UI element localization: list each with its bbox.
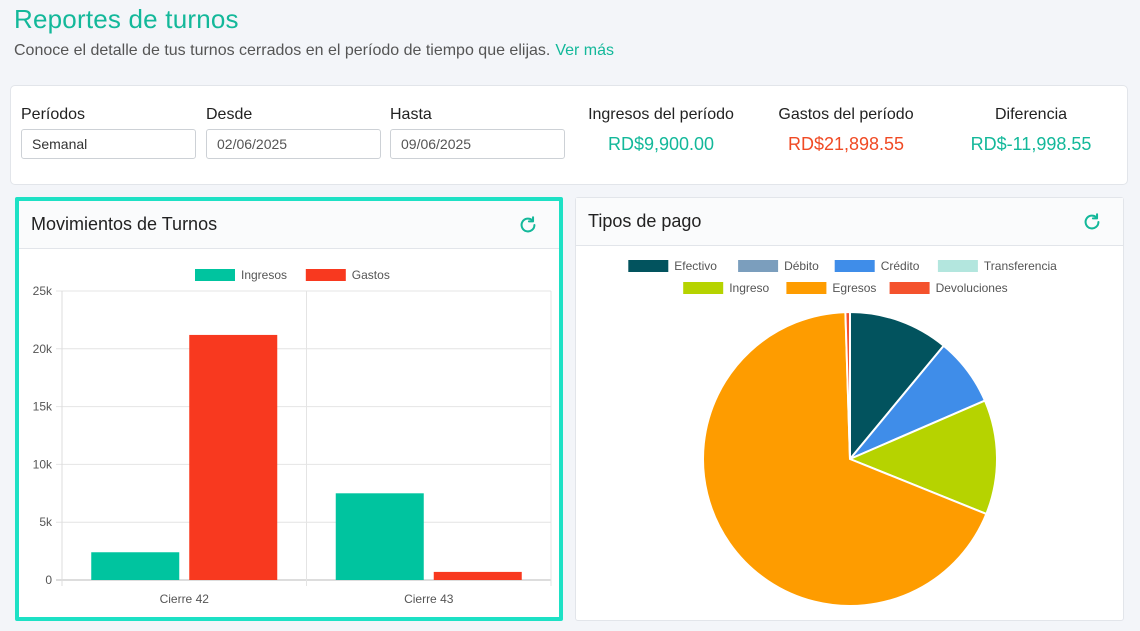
legend-swatch-crédito[interactable]	[834, 260, 875, 272]
page-title: Reportes de turnos	[14, 4, 239, 34]
x-tick-label: Cierre 42	[160, 592, 210, 606]
expense-label: Gastos del período	[778, 106, 914, 123]
legend-label-débito[interactable]: Débito	[784, 259, 819, 273]
period-field: Períodos Semanal	[21, 106, 196, 159]
movements-card-header: Movimientos de Turnos	[19, 201, 559, 249]
y-tick-label: 10k	[33, 457, 53, 471]
expense-value: RD$21,898.55	[787, 134, 905, 154]
legend-swatch-débito[interactable]	[738, 260, 779, 272]
pie-slice-ingreso[interactable]	[847, 399, 998, 516]
bar-ingresos-2[interactable]	[335, 493, 424, 580]
from-date-field: Desde 02/06/2025	[206, 106, 381, 159]
movements-card-title: Movimientos de Turnos	[31, 214, 218, 234]
legend-swatch-devoluciones[interactable]	[889, 282, 930, 294]
to-date-field: Hasta 09/06/2025	[390, 106, 565, 159]
y-tick-label: 15k	[33, 400, 53, 414]
legend-label-gastos[interactable]: Gastos	[352, 268, 390, 282]
x-tick-label: Cierre 43	[404, 592, 454, 606]
see-more-link[interactable]: Ver más	[555, 42, 615, 59]
refresh-icon[interactable]	[517, 214, 539, 236]
from-date-label: Desde	[206, 106, 253, 123]
income-label: Ingresos del período	[588, 106, 734, 123]
difference-stat: Diferencia RD$-11,998.55	[961, 106, 1101, 155]
movements-bar-chart: Ingresos Gastos 0 5k 10k 15k 20k 25k Cierre 42…	[33, 268, 552, 606]
y-tick-label: 0	[45, 573, 52, 587]
to-date-label: Hasta	[390, 106, 432, 123]
legend-swatch-efectivo[interactable]	[628, 260, 669, 272]
bar-ingresos-1[interactable]	[91, 552, 180, 580]
pie-chart-slices	[702, 310, 998, 607]
pie-slice-efectivo[interactable]	[849, 310, 946, 462]
movements-card: Movimientos de Turnos Ingresos Gastos 0 5k…	[15, 197, 563, 621]
refresh-icon[interactable]	[1081, 211, 1103, 233]
pie-chart-legend: Efectivo Débito Crédito Transferencia Ingres…	[628, 259, 1057, 295]
income-stat: Ingresos del período RD$9,900.00	[581, 106, 741, 155]
bar-gastos-1[interactable]	[189, 334, 278, 580]
bar-chart-grid	[56, 290, 552, 586]
to-date-input[interactable]: 09/06/2025	[390, 129, 565, 159]
y-tick-label: 25k	[33, 284, 53, 298]
filters-card: Períodos Semanal Desde 02/06/2025 Hasta …	[10, 85, 1128, 185]
difference-value: RD$-11,998.55	[970, 134, 1092, 154]
subtitle-text: Conoce el detalle de tus turnos cerrados…	[14, 42, 551, 59]
legend-label-ingresos[interactable]: Ingresos	[241, 268, 287, 282]
payment-types-pie-chart: Efectivo Débito Crédito Transferencia Ingres…	[628, 259, 1057, 607]
difference-label: Diferencia	[994, 106, 1068, 123]
pie-slice-devoluciones[interactable]	[844, 310, 851, 460]
page-subtitle: Conoce el detalle de tus turnos cerrados…	[14, 42, 614, 60]
bar-chart-bars	[91, 334, 522, 580]
legend-swatch-ingresos[interactable]	[195, 269, 235, 281]
legend-swatch-gastos[interactable]	[305, 269, 346, 281]
legend-swatch-egresos[interactable]	[786, 282, 827, 294]
legend-label-efectivo[interactable]: Efectivo	[674, 259, 717, 273]
legend-label-egresos[interactable]: Egresos	[832, 281, 876, 295]
income-value: RD$9,900.00	[607, 134, 715, 154]
expense-stat: Gastos del período RD$21,898.55	[771, 106, 921, 155]
payment-types-card: Tipos de pago Efectivo Débito Crédito Trans…	[575, 197, 1124, 621]
legend-swatch-ingreso[interactable]	[683, 282, 724, 294]
legend-label-ingreso[interactable]: Ingreso	[729, 281, 769, 295]
period-label: Períodos	[21, 106, 86, 123]
bar-chart-y-ticks: 0 5k 10k 15k 20k 25k	[33, 284, 53, 587]
bar-chart-x-ticks: Cierre 42 Cierre 43	[160, 592, 454, 606]
pie-slice-egresos[interactable]	[702, 311, 988, 607]
legend-label-devoluciones[interactable]: Devoluciones	[936, 281, 1008, 295]
y-tick-label: 20k	[33, 342, 53, 356]
legend-label-transferencia[interactable]: Transferencia	[984, 259, 1057, 273]
payment-types-card-title: Tipos de pago	[588, 211, 702, 231]
period-select[interactable]: Semanal	[21, 129, 196, 159]
bar-gastos-2[interactable]	[433, 571, 522, 580]
legend-label-crédito[interactable]: Crédito	[881, 259, 920, 273]
from-date-input[interactable]: 02/06/2025	[206, 129, 381, 159]
bar-chart-legend: Ingresos Gastos	[195, 268, 390, 282]
payment-types-card-header: Tipos de pago	[576, 198, 1123, 246]
legend-swatch-transferencia[interactable]	[937, 260, 978, 272]
y-tick-label: 5k	[39, 515, 53, 529]
